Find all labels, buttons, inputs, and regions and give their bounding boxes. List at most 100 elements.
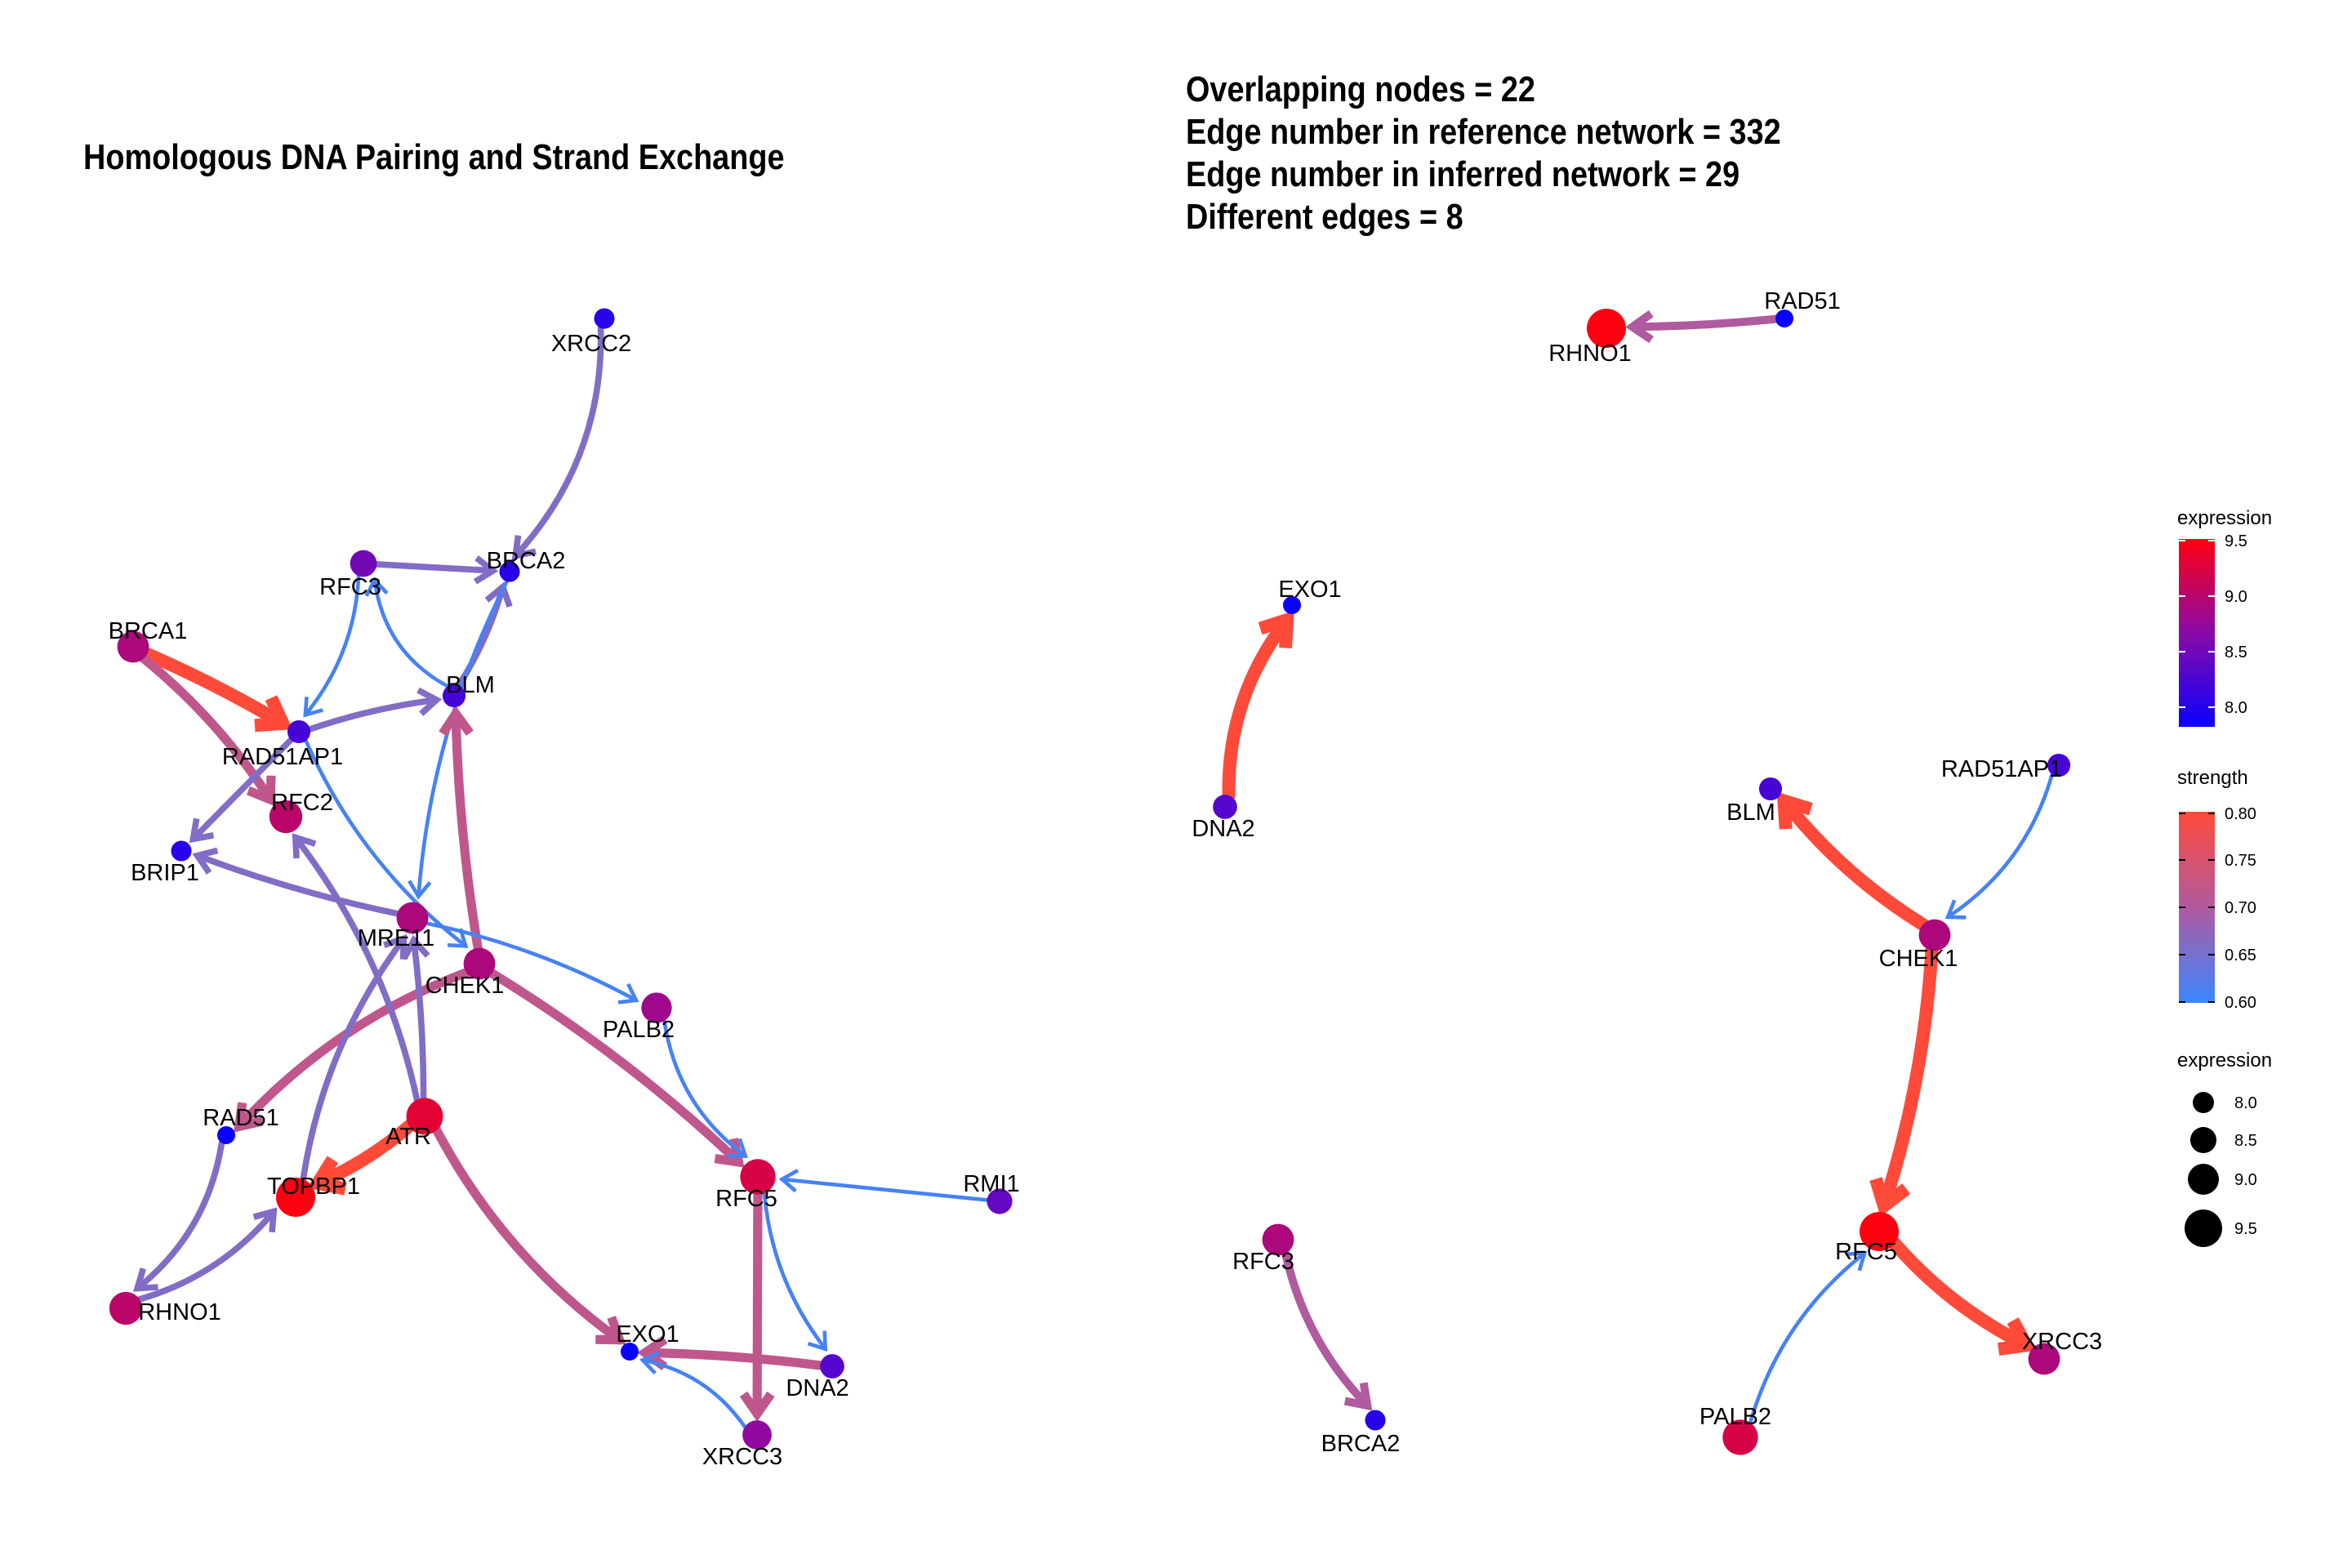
node-right-dna2 xyxy=(1213,795,1237,819)
arrowhead-left-atr-mre11 xyxy=(401,934,430,960)
arrowhead-left-rfc3-rad51ap1 xyxy=(303,697,323,718)
node-label-left-exo1: EXO1 xyxy=(616,1321,679,1348)
nodes-layer xyxy=(109,308,2071,1455)
stat-reference-edges: Edge number in reference network = 332 xyxy=(1186,112,1781,152)
node-right-rad51 xyxy=(1775,310,1793,327)
edge-left-rfc5-dna2 xyxy=(762,1191,827,1352)
edge-right-chek1-rfc5 xyxy=(1877,944,1939,1213)
node-label-right-blm: BLM xyxy=(1726,800,1775,826)
arrowhead-right-dna2-exo1 xyxy=(1258,610,1294,648)
arrowhead-left-rmi1-rfc5 xyxy=(778,1169,800,1193)
node-left-mre11 xyxy=(396,902,429,934)
edge-right-rfc5-xrcc3 xyxy=(1887,1236,2034,1352)
node-label-left-palb2: PALB2 xyxy=(603,1017,675,1043)
node-label-right-chek1: CHEK1 xyxy=(1879,946,1958,972)
edge-left-rfc3-rad51ap1 xyxy=(303,573,361,717)
edge-left-brca1-rfc2 xyxy=(139,653,275,804)
node-label-left-rad51ap1: RAD51AP1 xyxy=(222,744,343,770)
edge-left-atr-exo1 xyxy=(432,1125,625,1345)
node-right-blm xyxy=(1758,777,1783,801)
arrowhead-left-mre11-palb2 xyxy=(617,982,639,1004)
arrowhead-left-rad51ap1-chek1 xyxy=(447,928,469,948)
arrowhead-left-brca1-rad51ap1 xyxy=(254,695,293,733)
node-label-left-rhno1: RHNO1 xyxy=(138,1299,221,1325)
legend-expression-tick: 8.5 xyxy=(2225,644,2247,662)
stat-different-edges: Different edges = 8 xyxy=(1186,197,1463,237)
legend-expression-title: expression xyxy=(2177,507,2272,529)
edge-right-dna2-exo1 xyxy=(1222,613,1294,802)
arrowhead-left-rhno1-topbp1 xyxy=(252,1207,278,1233)
legend-size-dot xyxy=(2193,1092,2214,1113)
legend-expression-tick: 9.0 xyxy=(2225,588,2247,606)
edge-left-mre11-brip1 xyxy=(194,852,401,917)
edges-layer xyxy=(132,310,2055,1429)
edge-left-rad51ap1-blm xyxy=(306,697,440,733)
edge-left-rmi1-rfc5 xyxy=(780,1177,989,1202)
arrowhead-left-rfc5-xrcc3 xyxy=(739,1391,775,1422)
arrowhead-left-brca2-mre11 xyxy=(408,880,432,900)
legend-expression-bar xyxy=(2179,539,2215,727)
node-label-right-rad51: RAD51 xyxy=(1764,288,1841,314)
legend-size-dot xyxy=(2185,1209,2222,1247)
edge-left-xrcc2-brca2 xyxy=(512,324,604,559)
node-label-right-rfc5: RFC5 xyxy=(1835,1239,1897,1265)
stat-inferred-edges: Edge number in inferred network = 29 xyxy=(1186,154,1740,194)
node-left-xrcc2 xyxy=(594,308,615,329)
legend-expression-color: expression 9.5 9.0 8.5 8.0 xyxy=(2177,507,2272,727)
arrowhead-left-rfc3-brca2 xyxy=(473,555,499,585)
node-label-left-brca1: BRCA1 xyxy=(109,618,188,644)
node-label-left-xrcc3: XRCC3 xyxy=(702,1444,782,1470)
legend-strength-tick: 0.60 xyxy=(2225,994,2256,1012)
node-label-left-brip1: BRIP1 xyxy=(131,860,199,886)
legend-strength-tick: 0.70 xyxy=(2225,899,2256,917)
node-left-xrcc3 xyxy=(742,1420,772,1450)
node-left-rad51ap1 xyxy=(287,719,311,744)
legend-strength-title: strength xyxy=(2177,767,2248,789)
node-left-rfc3 xyxy=(350,550,377,577)
legend-size-tick: 8.0 xyxy=(2234,1094,2257,1112)
node-left-brca2 xyxy=(499,561,520,582)
node-label-right-dna2: DNA2 xyxy=(1192,816,1254,842)
edge-left-chek1-rfc5 xyxy=(487,969,744,1167)
node-right-chek1 xyxy=(1918,919,1951,951)
node-label-left-mre11: MRE11 xyxy=(358,925,435,951)
arrowhead-left-atr-exo1 xyxy=(595,1316,626,1345)
node-label-left-rad51: RAD51 xyxy=(203,1105,279,1131)
left-panel-title: Homologous DNA Pairing and Strand Exchan… xyxy=(83,137,785,177)
legend-expression-size: expression 8.0 8.5 9.0 9.5 xyxy=(2177,1049,2272,1247)
node-label-right-exo1: EXO1 xyxy=(1278,577,1341,603)
legend-expression-tick: 9.5 xyxy=(2225,532,2247,550)
node-label-left-dna2: DNA2 xyxy=(786,1375,849,1401)
arrowhead-right-chek1-blm xyxy=(1776,791,1813,830)
edge-left-rad51ap1-brip1 xyxy=(189,737,294,843)
node-label-left-brca2: BRCA2 xyxy=(487,548,566,574)
arrowhead-left-blm-rfc3 xyxy=(364,577,389,597)
edge-right-palb2-rfc5 xyxy=(1748,1251,1867,1425)
arrowhead-left-xrcc2-brca2 xyxy=(511,535,537,560)
edge-left-blm-rfc3 xyxy=(372,577,450,688)
node-left-exo1 xyxy=(621,1343,639,1361)
node-left-rad51 xyxy=(217,1126,235,1144)
arrowhead-left-mre11-brip1 xyxy=(192,847,219,875)
node-left-rfc5 xyxy=(740,1159,776,1195)
node-left-dna2 xyxy=(820,1354,844,1379)
edge-left-rad51-rhno1 xyxy=(134,1139,225,1292)
edge-left-chek1-blm xyxy=(451,709,483,953)
legend-size-dot xyxy=(2190,1127,2216,1153)
node-left-chek1 xyxy=(463,947,496,980)
legend-expression-tick: 8.0 xyxy=(2225,699,2247,717)
edge-right-rad51ap1-chek1 xyxy=(1945,773,2055,920)
arrowhead-right-rad51ap1-chek1 xyxy=(1944,899,1967,920)
edge-left-atr-topbp1 xyxy=(311,1119,416,1191)
network-stats: Overlapping nodes = 22 Edge number in re… xyxy=(1186,69,1878,238)
arrowhead-left-atr-topbp1 xyxy=(307,1156,347,1196)
edge-right-rad51-rhno1 xyxy=(1628,314,1780,332)
arrowhead-right-rfc3-brca2 xyxy=(1343,1382,1373,1411)
arrowhead-left-palb2-rfc5 xyxy=(727,1138,748,1158)
node-label-right-xrcc3: XRCC3 xyxy=(2022,1329,2102,1355)
node-right-rfc3 xyxy=(1262,1223,1294,1256)
edge-left-brca1-rad51ap1 xyxy=(140,647,290,730)
arrowhead-right-palb2-rfc5 xyxy=(1846,1251,1868,1272)
arrowhead-left-topbp1-mre11 xyxy=(383,933,408,960)
